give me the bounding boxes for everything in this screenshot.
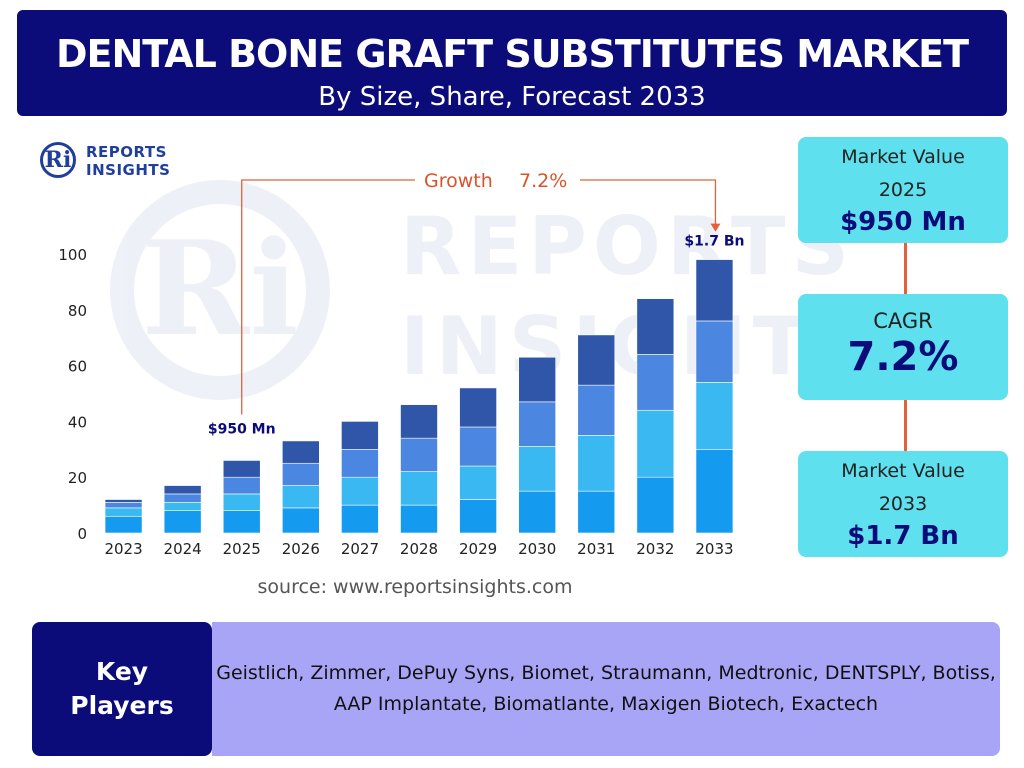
market-value-2033-card: Market Value 2033 $1.7 Bn bbox=[798, 451, 1008, 557]
bar-segment bbox=[459, 387, 497, 428]
bar-segment bbox=[163, 510, 202, 534]
bar-segment bbox=[695, 382, 734, 450]
x-tick-label: 2029 bbox=[459, 540, 497, 558]
x-tick-label: 2028 bbox=[400, 540, 438, 558]
bar-segment bbox=[222, 460, 261, 478]
market-value-2025-card: Market Value 2025 $950 Mn bbox=[798, 137, 1008, 243]
bar-segment bbox=[341, 448, 379, 478]
logo-mark-icon: Ri bbox=[40, 142, 76, 178]
bar-segment bbox=[163, 493, 202, 503]
key-players-label-line1: Key bbox=[95, 657, 149, 686]
key-players-line2: AAP Implantate, Biomatlante, Maxigen Bio… bbox=[333, 693, 879, 715]
card-value: $950 Mn bbox=[840, 207, 966, 237]
y-tick-label: 20 bbox=[68, 469, 87, 487]
bar-segment bbox=[577, 384, 616, 436]
key-players-label-line2: Players bbox=[70, 691, 174, 720]
x-tick-label: 2032 bbox=[636, 540, 674, 558]
bar-segment bbox=[222, 510, 261, 534]
card-value: 7.2% bbox=[847, 334, 959, 380]
growth-label: Growth bbox=[424, 170, 493, 192]
bar-segment bbox=[282, 462, 320, 486]
card-value: $1.7 Bn bbox=[847, 521, 959, 551]
bar-segment bbox=[695, 259, 734, 322]
source-note: source: www.reportsinsights.com bbox=[257, 576, 573, 598]
bar-segment bbox=[341, 421, 379, 450]
bar-segment bbox=[400, 437, 438, 472]
x-tick-label: 2025 bbox=[223, 540, 261, 558]
bar-segment bbox=[341, 504, 379, 534]
bar-segment bbox=[104, 502, 143, 509]
bar-segment bbox=[636, 298, 675, 355]
x-tick-label: 2030 bbox=[518, 540, 556, 558]
bar-segment bbox=[459, 465, 497, 500]
bar-segment bbox=[104, 507, 143, 517]
bar-segment bbox=[282, 485, 320, 509]
bar-segment bbox=[282, 507, 320, 534]
bar-segment bbox=[400, 471, 438, 506]
x-tick-label: 2026 bbox=[282, 540, 320, 558]
cagr-card: CAGR 7.2% bbox=[798, 294, 1008, 400]
bar-segment bbox=[222, 493, 261, 511]
bar-segment bbox=[518, 446, 556, 492]
bar-segment bbox=[577, 490, 616, 534]
connector-line bbox=[904, 243, 907, 294]
bar-segment bbox=[577, 435, 616, 492]
key-players-list: Geistlich, Zimmer, DePuy Syns, Biomet, S… bbox=[212, 622, 1000, 756]
bar-segment bbox=[459, 499, 497, 534]
growth-bracket-left bbox=[241, 179, 415, 415]
y-tick-label: 40 bbox=[68, 413, 87, 431]
growth-bracket-right bbox=[580, 179, 717, 228]
card-year: 2033 bbox=[878, 493, 928, 515]
bar-segment bbox=[518, 356, 556, 403]
bar-segment bbox=[163, 485, 202, 495]
y-tick-label: 100 bbox=[58, 246, 87, 264]
card-label: Market Value bbox=[841, 146, 965, 168]
x-tick-label: 2027 bbox=[341, 540, 379, 558]
bar-segment bbox=[163, 502, 202, 511]
bar-segment bbox=[341, 476, 379, 506]
header-banner: DENTAL BONE GRAFT SUBSTITUTES MARKET By … bbox=[17, 10, 1007, 116]
start-value-label: $950 Mn bbox=[208, 421, 276, 437]
bar-segment bbox=[104, 499, 143, 503]
bar-segment bbox=[282, 440, 320, 464]
bar-segment bbox=[577, 334, 616, 386]
y-tick-label: 60 bbox=[68, 358, 87, 376]
bar-segment bbox=[695, 448, 734, 534]
growth-arrow-icon bbox=[710, 223, 721, 232]
bar-segment bbox=[104, 515, 143, 534]
brand-logo: Ri REPORTS INSIGHTS bbox=[40, 142, 210, 182]
logo-text-reports: REPORTS bbox=[86, 143, 167, 161]
y-tick-label: 80 bbox=[68, 302, 87, 320]
card-label: Market Value bbox=[841, 460, 965, 482]
key-players-label: Key Players bbox=[32, 622, 212, 756]
bar-segment bbox=[518, 490, 556, 534]
bar-segment bbox=[222, 476, 261, 495]
bar-segment bbox=[400, 404, 438, 439]
bar-segment bbox=[636, 409, 675, 478]
bar-segment bbox=[636, 476, 675, 534]
stacked-bar-chart: 0 20 40 60 80 100 2023 2024 2025 2026 2027 2028 2029… bbox=[58, 170, 744, 558]
card-year: 2025 bbox=[878, 179, 928, 201]
card-label: CAGR bbox=[873, 309, 933, 333]
logo-text-insights: INSIGHTS bbox=[86, 161, 171, 179]
bar-segment bbox=[459, 426, 497, 467]
page-title: DENTAL BONE GRAFT SUBSTITUTES MARKET bbox=[55, 32, 969, 76]
bar-segment bbox=[636, 354, 675, 411]
end-value-label: $1.7 Bn bbox=[684, 234, 744, 250]
bar-segment bbox=[695, 320, 734, 383]
x-tick-label: 2023 bbox=[104, 540, 142, 558]
growth-value: 7.2% bbox=[519, 170, 567, 192]
page-subtitle: By Size, Share, Forecast 2033 bbox=[318, 82, 706, 112]
connector-line bbox=[904, 400, 907, 451]
x-tick-label: 2033 bbox=[695, 540, 733, 558]
bar-segment bbox=[400, 504, 438, 534]
y-tick-label: 0 bbox=[77, 525, 87, 543]
x-tick-label: 2031 bbox=[577, 540, 615, 558]
key-players-line1: Geistlich, Zimmer, DePuy Syns, Biomet, S… bbox=[216, 662, 996, 684]
x-tick-label: 2024 bbox=[164, 540, 202, 558]
bar-segment bbox=[518, 401, 556, 447]
